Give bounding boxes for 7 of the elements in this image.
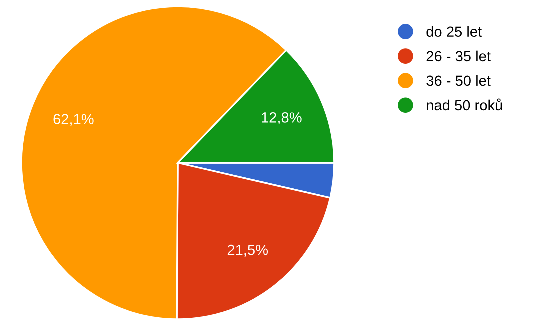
legend-label: 36 - 50 let — [426, 75, 491, 86]
data-label: 12,8% — [262, 112, 302, 125]
legend-label: nad 50 roků — [427, 98, 502, 111]
legend-label: 26 - 35 let — [426, 50, 491, 62]
legend-label: do 25 let — [426, 26, 482, 38]
data-label: 21,5% — [228, 244, 268, 257]
data-label: 62,1% — [54, 114, 94, 126]
